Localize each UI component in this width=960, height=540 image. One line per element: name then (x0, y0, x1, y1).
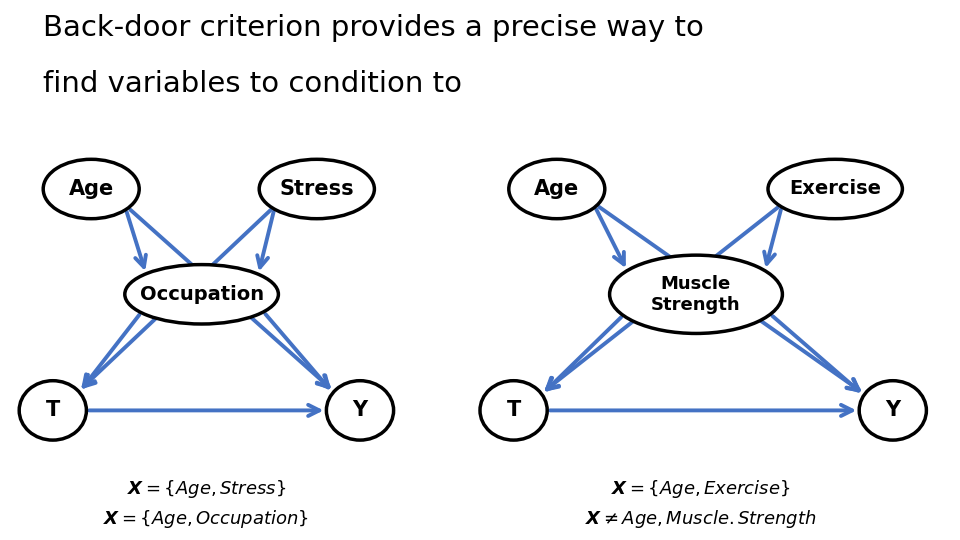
Text: Muscle
Strength: Muscle Strength (651, 275, 741, 314)
Text: Back-door criterion provides a precise way to: Back-door criterion provides a precise w… (43, 14, 704, 42)
Text: $\boldsymbol{X} \neq Age, Muscle.Strength$: $\boldsymbol{X} \neq Age, Muscle.Strengt… (585, 509, 817, 530)
Text: Stress: Stress (279, 179, 354, 199)
Ellipse shape (859, 381, 926, 440)
Ellipse shape (43, 159, 139, 219)
Text: $\boldsymbol{X} = \{Age, Stress\}$: $\boldsymbol{X} = \{Age, Stress\}$ (127, 478, 286, 500)
Ellipse shape (326, 381, 394, 440)
Text: Y: Y (885, 400, 900, 421)
Text: T: T (507, 400, 520, 421)
Text: $\boldsymbol{X} = \{Age, Occupation\}$: $\boldsymbol{X} = \{Age, Occupation\}$ (104, 509, 309, 530)
Ellipse shape (509, 159, 605, 219)
Ellipse shape (19, 381, 86, 440)
Text: Age: Age (68, 179, 114, 199)
Text: $\boldsymbol{X} = \{Age, Exercise\}$: $\boldsymbol{X} = \{Age, Exercise\}$ (612, 478, 790, 500)
Ellipse shape (125, 265, 278, 324)
Ellipse shape (480, 381, 547, 440)
Text: Occupation: Occupation (139, 285, 264, 304)
Ellipse shape (259, 159, 374, 219)
Ellipse shape (610, 255, 782, 333)
Text: Exercise: Exercise (789, 179, 881, 199)
Ellipse shape (768, 159, 902, 219)
Text: T: T (46, 400, 60, 421)
Text: Age: Age (534, 179, 580, 199)
Text: find variables to condition to: find variables to condition to (43, 70, 462, 98)
Text: Y: Y (352, 400, 368, 421)
